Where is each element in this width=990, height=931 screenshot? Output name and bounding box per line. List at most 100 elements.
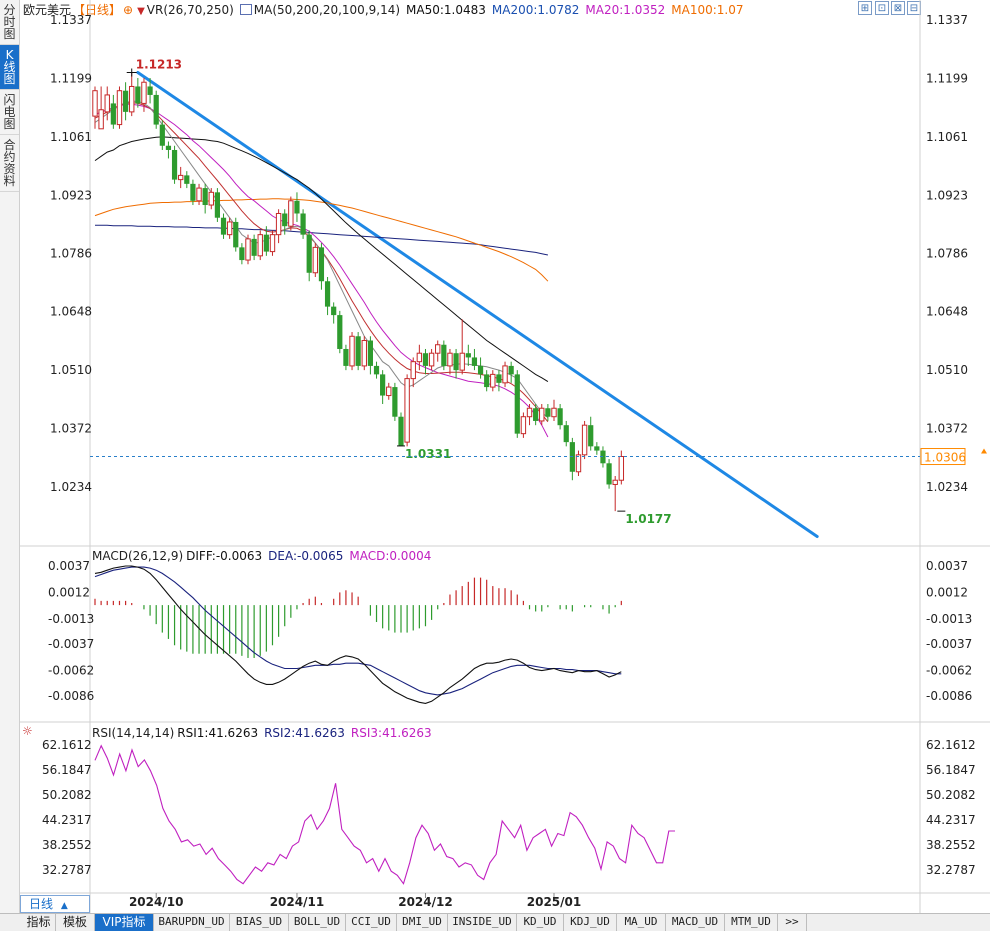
price-panel[interactable]: 1.1213 1.0331 1.0177 1.0306 <box>90 58 987 539</box>
candle-body[interactable] <box>355 336 361 366</box>
indicator-tab-10[interactable]: KDJ_UD <box>564 914 617 931</box>
candle-body[interactable] <box>251 238 257 256</box>
candle-body[interactable] <box>245 238 251 261</box>
candle-body[interactable] <box>575 454 582 473</box>
candle-body[interactable] <box>257 234 263 257</box>
candle-body[interactable] <box>184 175 190 184</box>
candle-body[interactable] <box>526 407 533 418</box>
candle-body[interactable] <box>233 221 239 248</box>
candle-body[interactable] <box>428 352 435 367</box>
candle-body[interactable] <box>392 387 398 417</box>
period-selector[interactable]: 日线 ▲ <box>20 895 90 913</box>
candle-body[interactable] <box>116 90 123 126</box>
candle-body[interactable] <box>177 174 184 181</box>
candle-body[interactable] <box>563 425 569 443</box>
candle-body[interactable] <box>496 374 502 383</box>
candle-body[interactable] <box>129 85 135 113</box>
candle-body[interactable] <box>435 344 441 354</box>
candle-body[interactable] <box>545 408 551 417</box>
triangle-down-icon[interactable]: ▼ <box>137 6 145 17</box>
candle-body[interactable] <box>98 109 104 130</box>
candle-body[interactable] <box>269 234 276 253</box>
candle-body[interactable] <box>306 234 312 273</box>
candle-body[interactable] <box>147 86 153 95</box>
candle-body[interactable] <box>349 335 355 367</box>
candle-body[interactable] <box>594 446 600 451</box>
candle-body[interactable] <box>337 315 343 349</box>
candle-body[interactable] <box>165 145 172 150</box>
candle-body[interactable] <box>214 192 220 218</box>
period-tag[interactable]: 【日线】 <box>73 3 122 17</box>
candle-body[interactable] <box>410 361 416 380</box>
candle-body[interactable] <box>471 357 478 366</box>
candle-body[interactable] <box>318 247 325 282</box>
candle-body[interactable] <box>239 247 245 261</box>
maximize-icon[interactable]: ⊞ <box>858 1 872 15</box>
triangle-up-icon[interactable] <box>981 448 987 454</box>
candle-body[interactable] <box>459 352 465 371</box>
candle-body[interactable] <box>465 353 471 358</box>
candle-body[interactable] <box>294 200 300 214</box>
candle-body[interactable] <box>104 94 110 113</box>
tab-k-line[interactable]: K线图 <box>0 45 19 90</box>
candle-body[interactable] <box>141 81 147 104</box>
trend-line[interactable] <box>136 71 819 539</box>
candle-body[interactable] <box>484 374 490 388</box>
candle-body[interactable] <box>282 213 288 227</box>
indicator-tab-7[interactable]: DMI_UD <box>397 914 448 931</box>
indicator-tab-6[interactable]: CCI_UD <box>346 914 397 931</box>
indicator-tab-11[interactable]: MA_UD <box>617 914 666 931</box>
indicator-tab-13[interactable]: MTM_UD <box>725 914 778 931</box>
chart-box-icon[interactable] <box>239 4 252 15</box>
candle-body[interactable] <box>159 124 165 146</box>
candle-body[interactable] <box>208 191 214 206</box>
indicator-tab-2[interactable]: VIP指标 <box>95 914 154 931</box>
candle-body[interactable] <box>386 386 392 397</box>
candle-body[interactable] <box>226 221 233 236</box>
candle-body[interactable] <box>110 103 116 125</box>
candle-body[interactable] <box>288 200 294 227</box>
indicator-tab-1[interactable]: 模板 <box>56 914 95 931</box>
candle-body[interactable] <box>508 365 514 375</box>
candle-body[interactable] <box>502 365 508 384</box>
candle-body[interactable] <box>263 234 269 252</box>
candle-body[interactable] <box>380 374 386 396</box>
candle-body[interactable] <box>557 408 563 426</box>
candle-body[interactable] <box>367 340 373 366</box>
indicator-tab-0[interactable]: 指标 <box>22 914 56 931</box>
macd-panel[interactable] <box>94 565 622 704</box>
indicator-tab-5[interactable]: BOLL_UD <box>289 914 346 931</box>
rsi-panel[interactable] <box>94 744 675 885</box>
restore-icon[interactable]: ⊡ <box>875 1 889 15</box>
candle-body[interactable] <box>477 365 484 375</box>
candle-body[interactable] <box>312 246 319 274</box>
indicator-tab-12[interactable]: MACD_UD <box>666 914 725 931</box>
indicator-tab-9[interactable]: KD_UD <box>517 914 564 931</box>
candle-body[interactable] <box>416 352 423 363</box>
candle-body[interactable] <box>612 479 618 485</box>
candle-body[interactable] <box>220 217 227 235</box>
candle-body[interactable] <box>171 149 178 180</box>
candle-body[interactable] <box>533 408 539 421</box>
candle-body[interactable] <box>202 188 208 206</box>
candle-body[interactable] <box>361 340 367 367</box>
candle-body[interactable] <box>135 86 141 104</box>
candle-body[interactable] <box>331 306 337 316</box>
candle-body[interactable] <box>123 90 129 112</box>
candle-body[interactable] <box>441 344 447 366</box>
indicator-tab-3[interactable]: BARUPDN_UD <box>154 914 230 931</box>
candle-body[interactable] <box>551 407 557 418</box>
candle-body[interactable] <box>447 352 453 367</box>
circle-plus-icon[interactable]: ⊕ <box>123 3 134 17</box>
candle-body[interactable] <box>490 373 496 388</box>
candle-body[interactable] <box>514 374 520 434</box>
indicator-tab-8[interactable]: INSIDE_UD <box>448 914 517 931</box>
candle-body[interactable] <box>588 425 594 447</box>
tab-contract-info[interactable]: 合约资料 <box>0 135 19 192</box>
indicator-tab-4[interactable]: BIAS_UD <box>230 914 289 931</box>
candle-body[interactable] <box>618 456 625 481</box>
candle-body[interactable] <box>404 378 410 443</box>
candle-body[interactable] <box>300 213 306 235</box>
fit-icon[interactable]: ⊠ <box>891 1 905 15</box>
